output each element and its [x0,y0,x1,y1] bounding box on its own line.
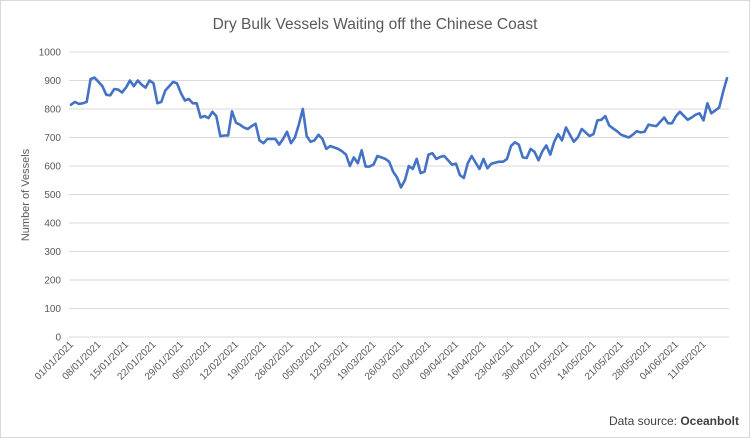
data-source-name: Oceanbolt [680,414,739,428]
y-tick-label: 400 [44,219,61,230]
data-source-note: Data source: Oceanbolt [609,414,739,428]
series-layer [69,76,729,189]
y-tick-label: 900 [44,76,61,87]
y-tick-label: 0 [55,333,61,344]
y-axis-ticks: 0 100 200 300 400 500 600 700 800 900 1000 [39,48,62,344]
series-line [69,76,729,189]
y-tick-label: 200 [44,276,61,287]
data-source-prefix: Data source: [609,414,680,428]
y-tick-label: 300 [44,247,61,258]
y-tick-label: 100 [44,304,61,315]
y-tick-label: 500 [44,190,61,201]
y-tick-label: 600 [44,162,61,173]
gridlines [69,51,729,338]
chart-title: Dry Bulk Vessels Waiting off the Chinese… [213,16,538,33]
x-axis-ticks: 01/01/202108/01/202115/01/202122/01/2021… [33,339,709,382]
y-tick-label: 800 [44,105,61,116]
y-axis-title: Number of Vessels [20,148,32,241]
y-tick-label: 700 [44,133,61,144]
y-tick-label: 1000 [39,48,62,59]
